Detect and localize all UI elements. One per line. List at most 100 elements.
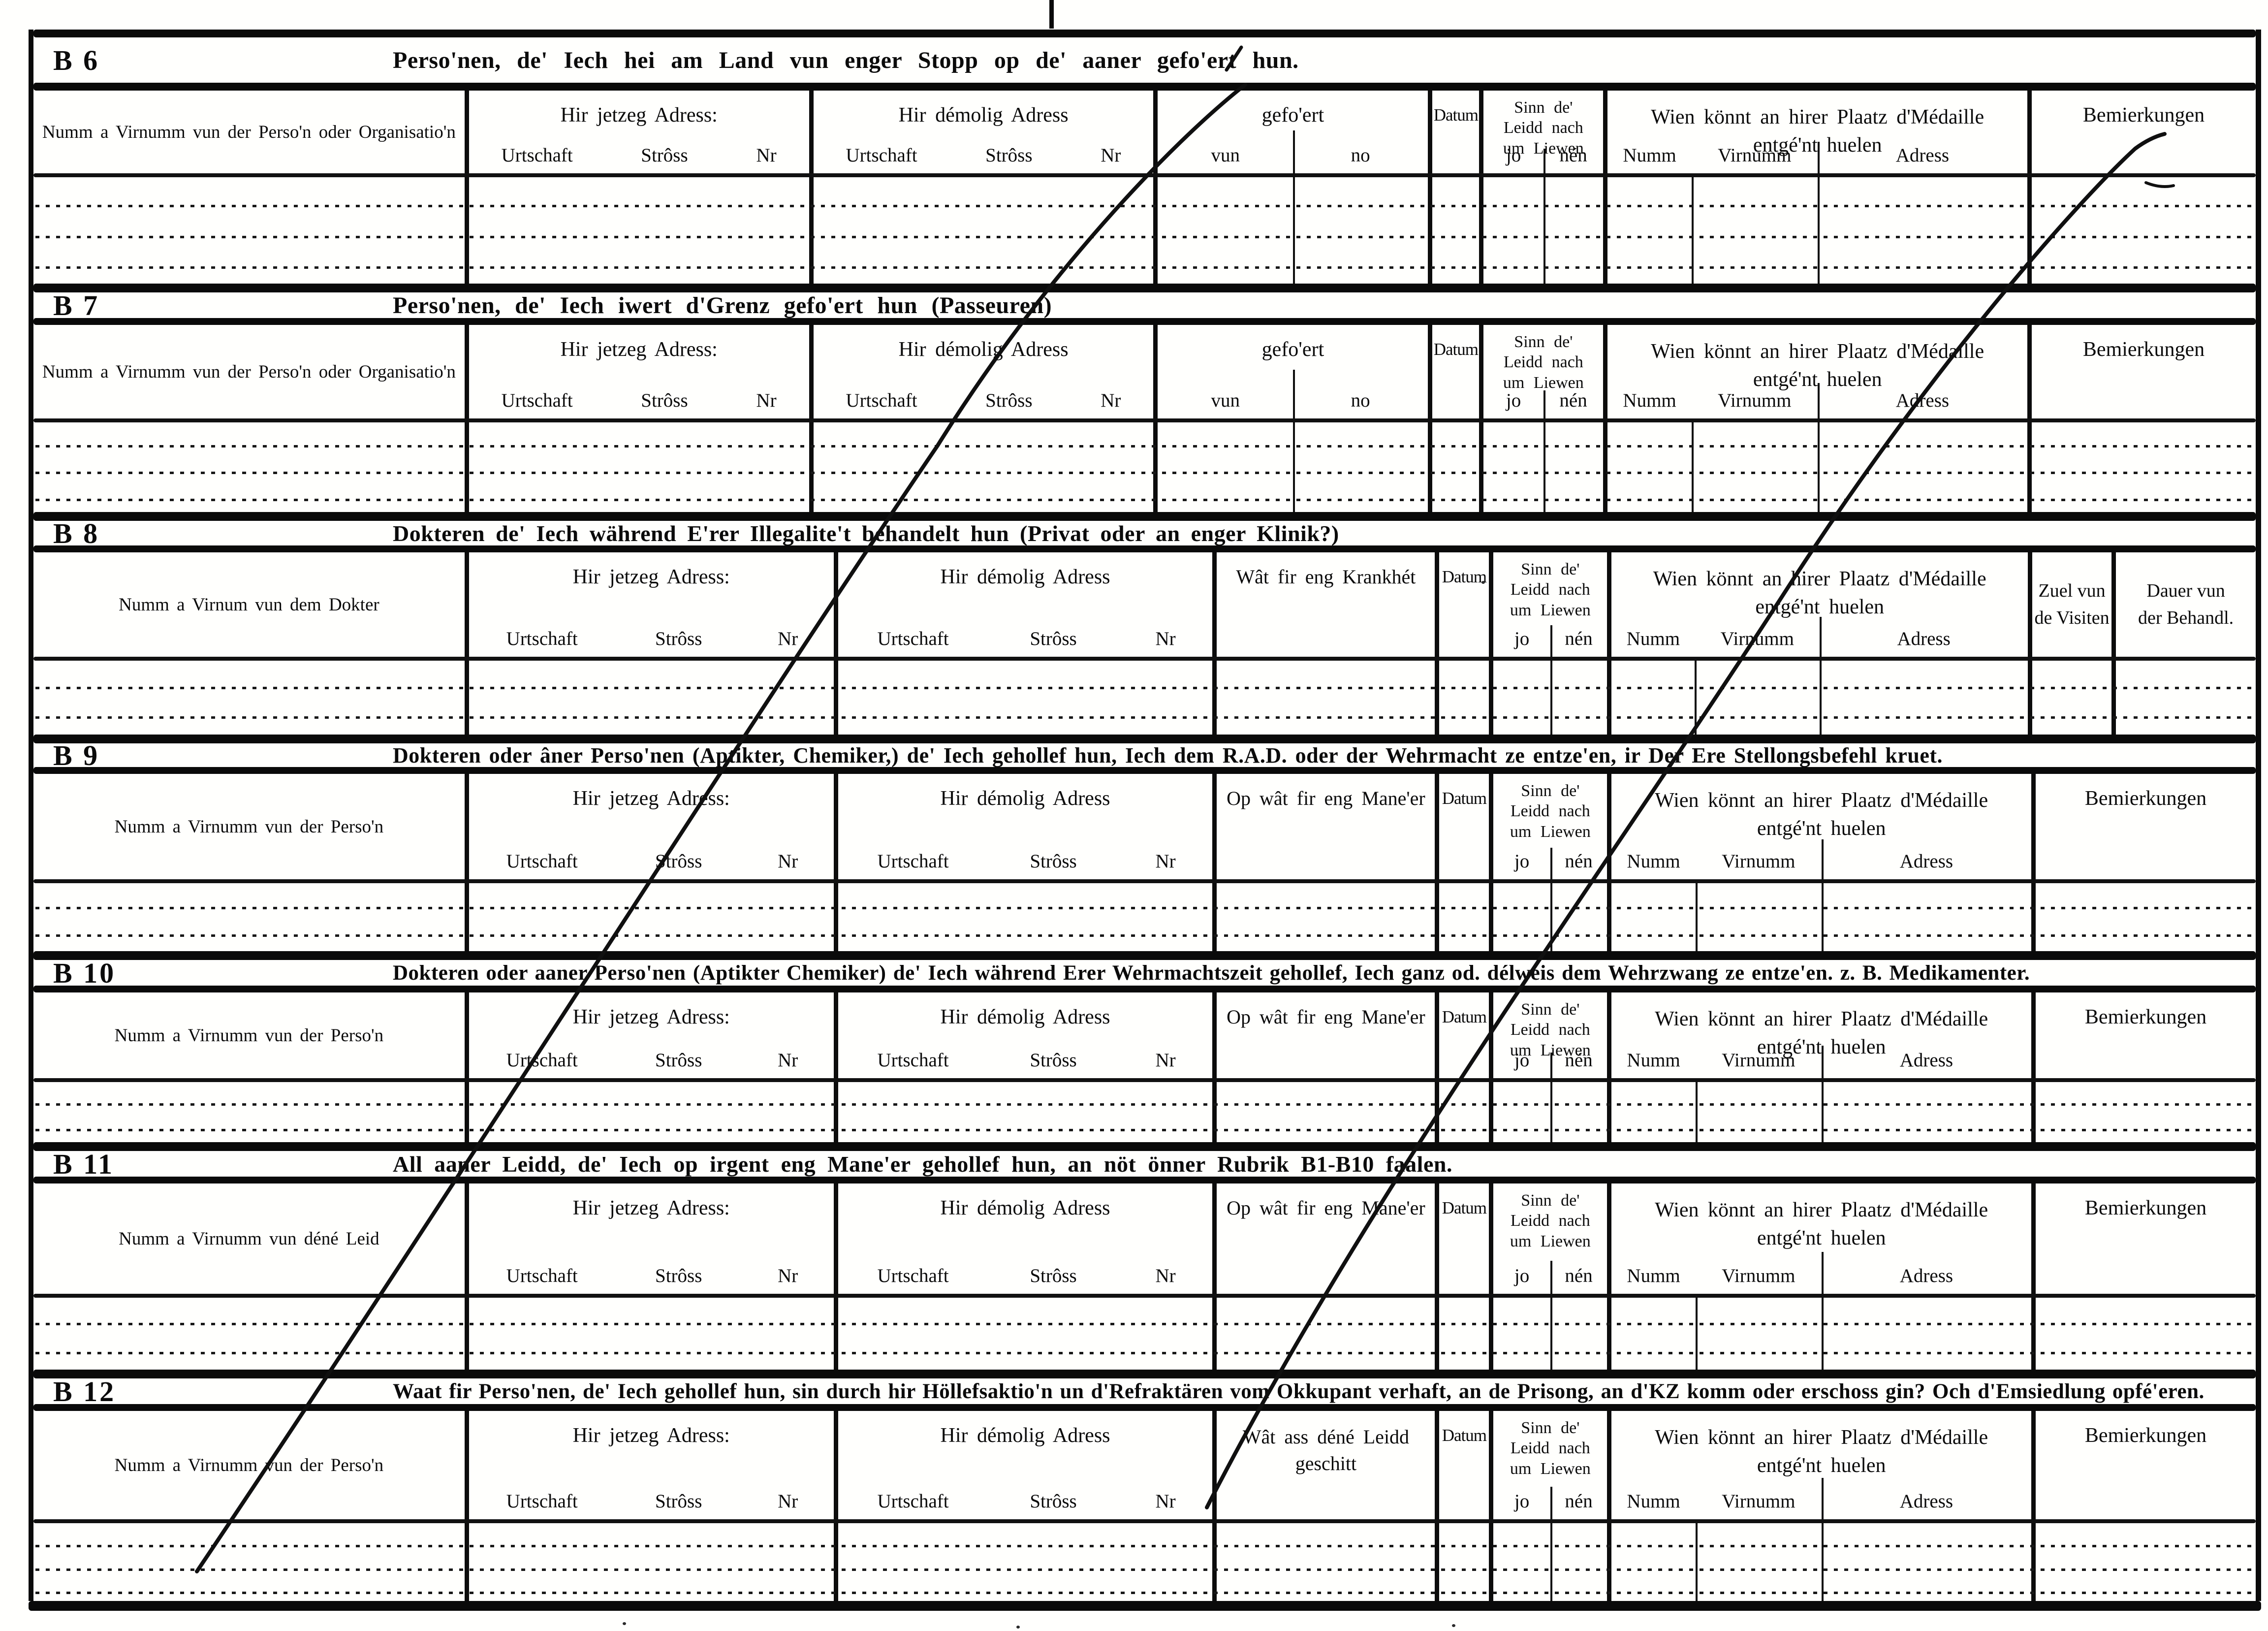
virnumm-label: Virnumm <box>1720 628 1794 649</box>
urtschaft-label: Urtschaft <box>501 390 573 411</box>
nr-label: Nr <box>1101 145 1121 166</box>
section-title-row: B 8 Dokteren de' Iech während E'rer Ille… <box>33 517 2256 549</box>
section-b9: B 9 Dokteren oder âner Perso'nen (Aptikt… <box>29 735 2261 951</box>
col-duration-header: Dauer vun der Behandl. <box>2116 552 2256 657</box>
former-address-label: Hir démolig Adress <box>898 104 1069 127</box>
section-b11: B 11 All aaner Leidd, de' Iech op irgent… <box>29 1142 2261 1370</box>
vun-label: vun <box>1211 390 1240 411</box>
dotted-entry-line <box>35 716 2254 719</box>
numm-label: Numm <box>1626 628 1680 649</box>
entry-cell-bemierkungen <box>2036 1082 2256 1142</box>
col-alive-header: Sinn de' Leidd nach um Liewen jo nén <box>1493 992 1612 1078</box>
scan-speck <box>1481 581 1485 584</box>
stross-label: Strôss <box>1030 1491 1077 1512</box>
nr-label: Nr <box>778 851 798 872</box>
nen-label: nén <box>1559 145 1587 166</box>
entry-subdivider <box>1550 883 1552 951</box>
entry-subdivider <box>1821 1082 1824 1142</box>
header-data-rule <box>33 1294 2256 1298</box>
col-name-header: Numm a Virnumm vun der Perso'n oder Orga… <box>33 91 469 173</box>
current-address-label: Hir jetzeg Adress: <box>572 566 730 588</box>
medal-line2: entgé'nt huelen <box>1757 1454 1886 1477</box>
dotted-entry-line <box>35 236 2254 238</box>
alive-line1: Sinn de' <box>1514 333 1573 351</box>
entry-subdivider <box>1695 661 1697 735</box>
col-former-address-header: Hir démolig Adress Urtschaft Strôss Nr <box>814 91 1158 173</box>
col-former-address-header: Hir démolig Adress Urtschaft Strôss Nr <box>838 1183 1217 1294</box>
col-former-address-header: Hir démolig Adress Urtschaft Strôss Nr <box>838 1411 1217 1519</box>
dotted-entry-line <box>35 445 2254 448</box>
entry-cell-alive <box>1493 883 1612 951</box>
nr-label: Nr <box>778 1491 798 1512</box>
section-title-row: B 9 Dokteren oder âner Perso'nen (Aptikt… <box>33 739 2256 771</box>
nr-label: Nr <box>778 1050 798 1071</box>
entry-subdivider <box>1821 1298 1824 1370</box>
former-address-label: Hir démolig Adress <box>940 566 1110 588</box>
col-manner-header: Op wât fir eng Mane'er <box>1217 992 1440 1078</box>
urtschaft-label: Urtschaft <box>506 1491 578 1512</box>
nr-label: Nr <box>1155 851 1176 872</box>
entry-cell-datum <box>1439 883 1494 951</box>
col-name-header: Numm a Virnumm vun der Perso'n <box>33 992 469 1078</box>
dotted-entry-line <box>35 1568 2254 1571</box>
col-datum-header: Datum <box>1439 774 1494 879</box>
alive-line1: Sinn de' <box>1521 560 1580 578</box>
col-alive-header: Sinn de' Leidd nach um Liewen jo nén <box>1483 91 1608 173</box>
section-header-row: Numm a Virnumm vun der Perso'n oder Orga… <box>33 325 2256 418</box>
adress-label: Adress <box>1899 1050 1953 1071</box>
dotted-entry-line <box>35 1592 2254 1594</box>
dotted-entry-line <box>35 205 2254 207</box>
medal-line1: Wien könnt an hirer Plaatz d'Médaille <box>1653 568 1986 590</box>
entry-subdivider <box>1550 661 1552 735</box>
dotted-entry-line <box>35 472 2254 474</box>
entry-cell-alive <box>1493 661 1612 735</box>
entry-subdivider <box>1695 1298 1698 1370</box>
col-current-address-header: Hir jetzeg Adress: Urtschaft Strôss Nr <box>469 325 814 418</box>
section-b6: B 6 Perso'nen, de' Iech hei am Land vun … <box>29 30 2261 284</box>
alive-line2: Leidd nach <box>1510 802 1590 821</box>
alive-line3: um Liewen <box>1510 601 1591 619</box>
section-title: All aaner Leidd, de' Iech op irgent eng … <box>393 1151 1452 1177</box>
adress-label: Adress <box>1899 851 1953 872</box>
entry-cell-datum <box>1439 661 1494 735</box>
section-b8: B 8 Dokteren de' Iech während E'rer Ille… <box>29 512 2261 735</box>
col-datum-header: Datum <box>1432 91 1484 173</box>
col-bemierkungen-header: Bemierkungen <box>2032 325 2256 418</box>
entry-cell-former-address <box>838 661 1217 735</box>
numm-label: Numm <box>1623 390 1676 411</box>
section-number: B 6 <box>53 44 100 76</box>
section-title-row: B 12 Waat fir Perso'nen, de' Iech geholl… <box>33 1375 2256 1407</box>
dotted-entry-line <box>35 907 2254 909</box>
jo-label: jo <box>1514 851 1530 872</box>
entry-cell-former-address <box>838 1298 1217 1370</box>
col-alive-header: Sinn de' Leidd nach um Liewen jo nén <box>1483 325 1608 418</box>
medal-line1: Wien könnt an hirer Plaatz d'Médaille <box>1655 1426 1988 1449</box>
stross-label: Strôss <box>985 390 1033 411</box>
vun-label: vun <box>1211 145 1240 166</box>
header-data-rule <box>33 657 2256 661</box>
bemierkungen-label: Bemierkungen <box>2084 1424 2207 1447</box>
section-title: Perso'nen, de' Iech iwert d'Grenz gefo'e… <box>393 292 1052 319</box>
col-former-address-header: Hir démolig Adress Urtschaft Strôss Nr <box>814 325 1158 418</box>
col-alive-header: Sinn de' Leidd nach um Liewen jo nén <box>1493 1183 1612 1294</box>
what-happened-line2: geschitt <box>1295 1452 1357 1474</box>
stross-label: Strôss <box>655 1265 702 1286</box>
section-entry-area <box>33 1298 2256 1370</box>
urtschaft-label: Urtschaft <box>506 628 578 649</box>
entry-cell-duration <box>2116 661 2256 735</box>
col-gefoert-header: gefo'ert vun no <box>1158 325 1433 418</box>
stross-label: Strôss <box>1030 628 1077 649</box>
scan-speck <box>1452 1624 1455 1627</box>
header-data-rule <box>33 879 2256 883</box>
col-name-header: Numm a Virnumm vun der Perso'n oder Orga… <box>33 325 469 418</box>
col-name-header: Numm a Virnumm vun déné Leid <box>33 1183 469 1294</box>
col-datum-header: Datum <box>1439 552 1494 657</box>
no-label: no <box>1351 390 1370 411</box>
urtschaft-label: Urtschaft <box>877 1265 949 1286</box>
entry-cell-alive <box>1493 1298 1612 1370</box>
section-title: Waat fir Perso'nen, de' Iech gehollef hu… <box>393 1379 2205 1403</box>
dotted-entry-line <box>35 934 2254 937</box>
dotted-entry-line <box>35 266 2254 269</box>
scan-speck <box>1016 1626 1020 1629</box>
col-bemierkungen-header: Bemierkungen <box>2032 91 2256 173</box>
